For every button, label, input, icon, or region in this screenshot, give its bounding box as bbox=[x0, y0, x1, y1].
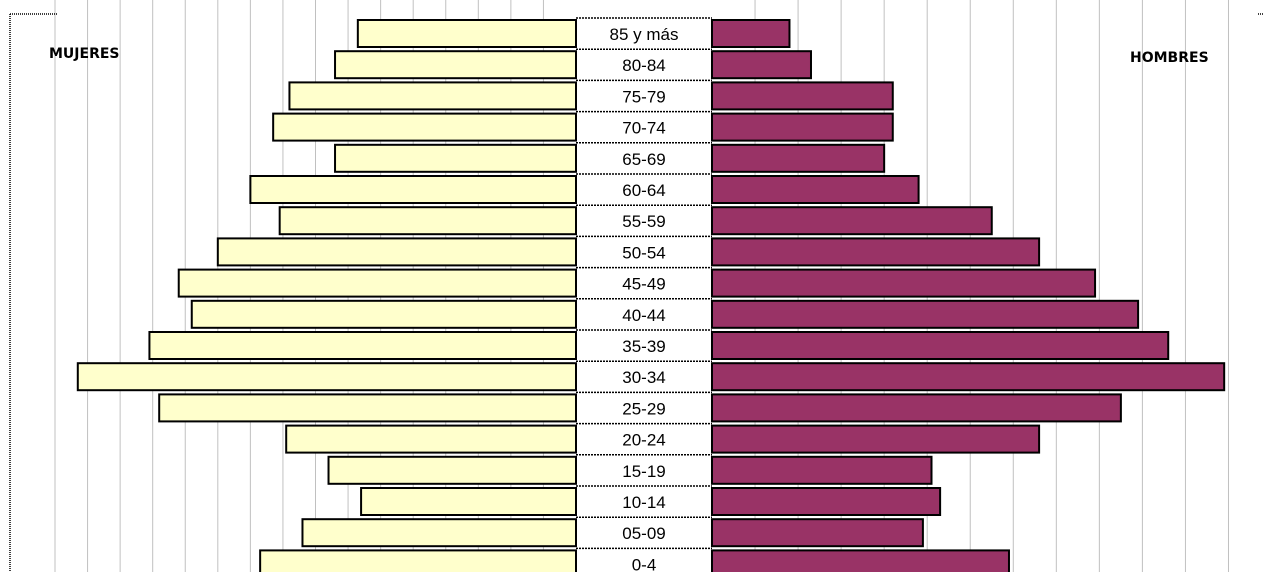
bar-mujeres bbox=[301, 518, 577, 548]
bar-mujeres bbox=[259, 549, 577, 572]
age-label: 85 y más bbox=[610, 25, 679, 44]
bar-mujeres bbox=[216, 237, 577, 267]
age-label: 60-64 bbox=[622, 181, 665, 200]
bar-hombres bbox=[711, 299, 1140, 329]
bar-hombres bbox=[711, 237, 1041, 267]
bar-hombres bbox=[711, 518, 924, 548]
age-label: 55-59 bbox=[622, 212, 665, 231]
age-label: 75-79 bbox=[622, 87, 665, 106]
bar-hombres bbox=[711, 50, 812, 80]
bar-hombres bbox=[711, 331, 1170, 360]
bar-mujeres bbox=[334, 50, 577, 80]
age-labels: 85 y más 80-84 75-79 70-74 65-69 60-64 55-59 50… bbox=[576, 17, 712, 572]
bar-hombres bbox=[711, 455, 933, 485]
mujeres-label: MUJERES bbox=[49, 46, 120, 62]
bar-mujeres bbox=[158, 393, 577, 423]
bar-mujeres bbox=[190, 299, 577, 329]
age-label: 15-19 bbox=[622, 462, 665, 481]
bar-hombres bbox=[711, 175, 920, 204]
bar-mujeres bbox=[356, 19, 577, 48]
bar-mujeres bbox=[288, 81, 577, 111]
age-label: 05-09 bbox=[622, 524, 665, 543]
bar-mujeres bbox=[148, 331, 577, 360]
bar-mujeres bbox=[360, 487, 577, 516]
age-label: 25-29 bbox=[622, 399, 665, 418]
bar-mujeres bbox=[272, 112, 577, 142]
age-label: 35-39 bbox=[622, 337, 665, 356]
age-label: 45-49 bbox=[622, 275, 665, 294]
bar-hombres bbox=[711, 424, 1041, 454]
bar-hombres bbox=[711, 112, 894, 142]
bar-mujeres bbox=[177, 268, 578, 298]
mujeres-bars bbox=[76, 19, 578, 572]
hombres-bars bbox=[711, 19, 1226, 572]
bar-hombres bbox=[711, 81, 894, 111]
bar-mujeres bbox=[334, 143, 577, 173]
bar-hombres bbox=[711, 206, 993, 236]
age-label: 70-74 bbox=[622, 119, 665, 138]
hombres-label: HOMBRES bbox=[1130, 50, 1209, 66]
bar-hombres bbox=[711, 143, 886, 173]
bar-hombres bbox=[711, 268, 1097, 298]
bar-hombres bbox=[711, 393, 1122, 423]
bar-mujeres bbox=[285, 424, 577, 454]
age-label: 50-54 bbox=[622, 243, 665, 262]
age-label: 0-4 bbox=[632, 555, 657, 572]
bar-hombres bbox=[711, 19, 791, 48]
age-label: 80-84 bbox=[622, 56, 665, 75]
age-label: 65-69 bbox=[622, 150, 665, 169]
age-label: 20-24 bbox=[622, 431, 665, 450]
bar-hombres bbox=[711, 487, 942, 516]
bar-hombres bbox=[711, 549, 1010, 572]
age-label: 10-14 bbox=[622, 493, 665, 512]
age-label: 40-44 bbox=[622, 306, 665, 325]
bar-mujeres bbox=[76, 362, 577, 392]
bar-mujeres bbox=[278, 206, 577, 236]
age-label: 30-34 bbox=[622, 368, 665, 387]
bar-mujeres bbox=[249, 175, 577, 204]
bar-mujeres bbox=[327, 455, 577, 485]
bar-hombres bbox=[711, 362, 1226, 392]
